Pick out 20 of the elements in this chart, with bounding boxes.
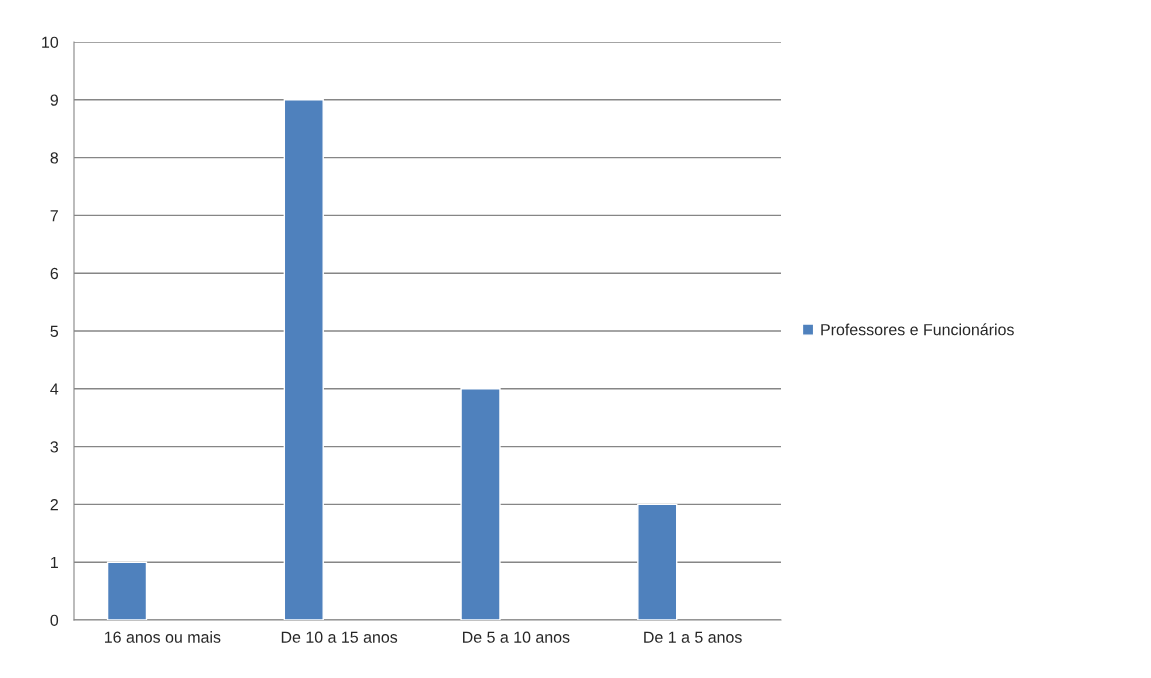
bar: [106, 561, 148, 620]
y-tick-label: 2: [50, 499, 58, 511]
y-tick-label: 1: [51, 557, 58, 568]
y-tick-label: 10: [42, 36, 59, 48]
x-tick-label: De 1 a 5 anos: [644, 631, 742, 643]
y-tick-label: 8: [50, 152, 59, 164]
y-tick-label: 5: [50, 325, 59, 337]
y-tick-label: 7: [50, 210, 58, 222]
x-tick-label: De 5 a 10 anos: [463, 631, 570, 643]
bar: [283, 99, 324, 620]
x-tick-label: De 10 a 15 anos: [281, 631, 398, 643]
y-tick-label: 3: [50, 441, 59, 453]
bar: [460, 388, 501, 620]
bar: [637, 503, 678, 620]
y-tick-label: 9: [50, 94, 58, 106]
y-tick-label: 4: [50, 383, 59, 395]
y-tick-label: 6: [50, 267, 59, 280]
legend-label: Professores e Funcionários: [821, 323, 1014, 336]
x-tick-label: 16 anos ou mais: [105, 631, 221, 643]
y-tick-label: 0: [50, 614, 59, 626]
